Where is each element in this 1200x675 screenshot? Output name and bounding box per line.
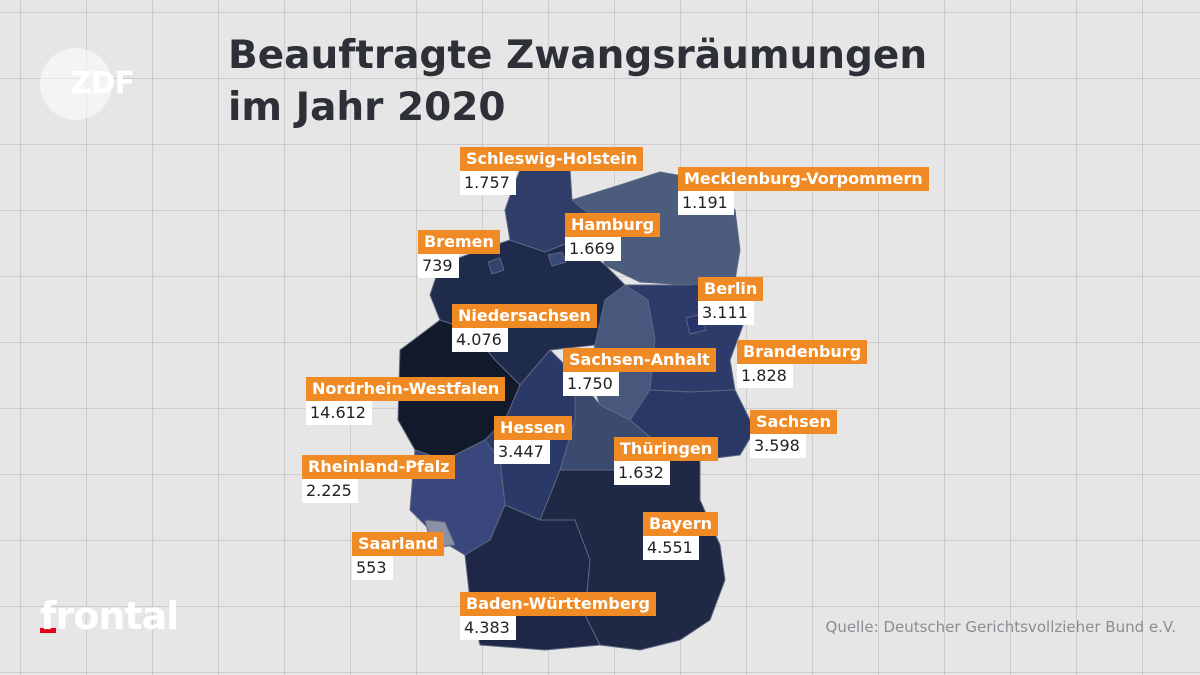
region-label: Rheinland-Pfalz 2.225 bbox=[302, 455, 456, 503]
region-value: 1.632 bbox=[614, 461, 670, 485]
region-value: 4.076 bbox=[452, 328, 508, 352]
state-bremen bbox=[487, 257, 505, 275]
region-label: Thüringen 1.632 bbox=[614, 437, 719, 485]
region-label: Schleswig-Holstein 1.757 bbox=[460, 147, 644, 195]
region-name: Berlin bbox=[698, 277, 764, 301]
region-label: Nordrhein-Westfalen 14.612 bbox=[306, 377, 506, 425]
region-name: Nordrhein-Westfalen bbox=[306, 377, 506, 401]
region-name: Sachsen-Anhalt bbox=[563, 348, 716, 372]
region-value: 14.612 bbox=[306, 401, 372, 425]
region-label: Sachsen 3.598 bbox=[750, 410, 837, 458]
region-value: 1.669 bbox=[565, 237, 621, 261]
region-name: Bremen bbox=[418, 230, 500, 254]
region-label: Bayern 4.551 bbox=[643, 512, 719, 560]
region-value: 1.828 bbox=[737, 364, 793, 388]
title-line: Beauftragte Zwangsräumungen bbox=[228, 33, 928, 78]
region-value: 1.191 bbox=[678, 191, 734, 215]
title: Beauftragte Zwangsräumungen im Jahr 2020 bbox=[228, 30, 927, 134]
region-label: Hessen 3.447 bbox=[494, 416, 572, 464]
region-name: Saarland bbox=[352, 532, 445, 556]
region-value: 3.111 bbox=[698, 301, 754, 325]
region-name: Thüringen bbox=[614, 437, 719, 461]
region-value: 4.383 bbox=[460, 616, 516, 640]
title-line: im Jahr 2020 bbox=[228, 85, 506, 130]
region-value: 739 bbox=[418, 254, 459, 278]
region-name: Brandenburg bbox=[737, 340, 868, 364]
region-label: Mecklenburg-Vorpommern 1.191 bbox=[678, 167, 929, 215]
region-name: Hessen bbox=[494, 416, 572, 440]
region-label: Berlin 3.111 bbox=[698, 277, 764, 325]
brand: frontal bbox=[40, 594, 179, 638]
region-value: 1.750 bbox=[563, 372, 619, 396]
region-label: Niedersachsen 4.076 bbox=[452, 304, 597, 352]
region-label: Brandenburg 1.828 bbox=[737, 340, 868, 388]
region-label: Saarland 553 bbox=[352, 532, 445, 580]
region-name: Bayern bbox=[643, 512, 719, 536]
state-hamburg bbox=[547, 251, 567, 267]
region-label: Baden-Württemberg 4.383 bbox=[460, 592, 657, 640]
region-value: 3.598 bbox=[750, 434, 806, 458]
region-name: Mecklenburg-Vorpommern bbox=[678, 167, 929, 191]
region-label: Bremen 739 bbox=[418, 230, 500, 278]
region-value: 2.225 bbox=[302, 479, 358, 503]
region-name: Rheinland-Pfalz bbox=[302, 455, 456, 479]
region-label: Hamburg 1.669 bbox=[565, 213, 661, 261]
region-label: Sachsen-Anhalt 1.750 bbox=[563, 348, 716, 396]
region-value: 553 bbox=[352, 556, 393, 580]
region-value: 3.447 bbox=[494, 440, 550, 464]
region-value: 1.757 bbox=[460, 171, 516, 195]
region-name: Sachsen bbox=[750, 410, 837, 434]
region-name: Niedersachsen bbox=[452, 304, 597, 328]
logo: ZDF bbox=[40, 48, 135, 120]
brand-bar bbox=[40, 628, 56, 633]
region-value: 4.551 bbox=[643, 536, 699, 560]
region-name: Schleswig-Holstein bbox=[460, 147, 644, 171]
region-name: Baden-Württemberg bbox=[460, 592, 657, 616]
source: Quelle: Deutscher Gerichtsvollzieher Bun… bbox=[825, 618, 1176, 636]
region-name: Hamburg bbox=[565, 213, 661, 237]
